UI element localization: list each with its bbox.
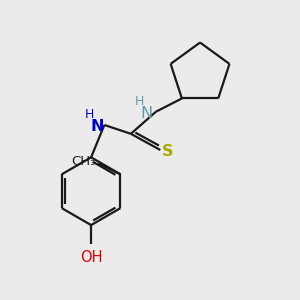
Text: CH₃: CH₃ (72, 155, 96, 168)
Text: H: H (85, 108, 94, 122)
Text: S: S (162, 144, 173, 159)
Text: H: H (135, 95, 144, 108)
Text: N: N (90, 119, 104, 134)
Text: OH: OH (80, 250, 102, 265)
Text: N: N (140, 106, 152, 121)
